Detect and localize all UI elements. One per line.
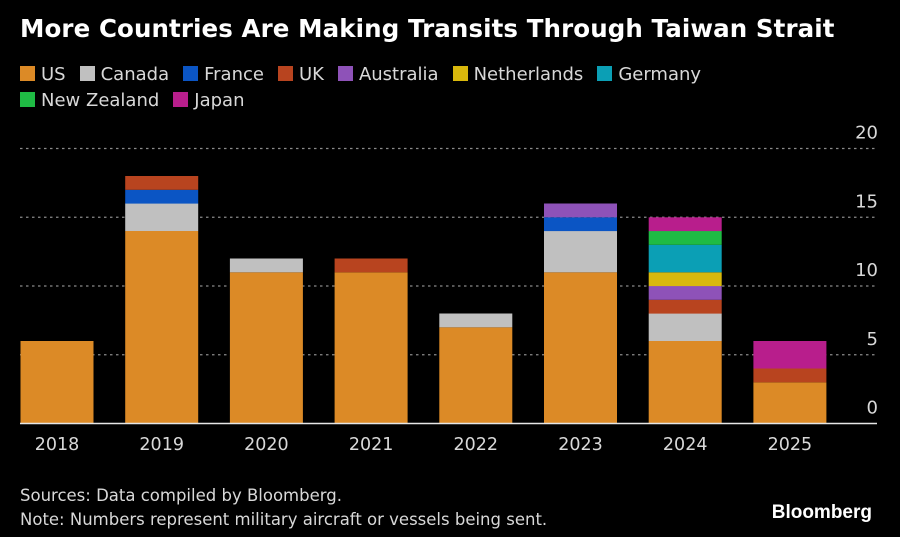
legend-item-netherlands: Netherlands <box>452 62 584 88</box>
legend-item-japan: Japan <box>173 88 245 114</box>
bar-segment-2025-japan <box>753 341 827 369</box>
chart-title: More Countries Are Making Transits Throu… <box>20 14 835 43</box>
bloomberg-logo: Bloomberg <box>771 502 872 523</box>
legend-label: France <box>204 64 264 85</box>
bar-segment-2024-canada <box>648 313 722 341</box>
legend-swatch <box>452 66 468 81</box>
bar-segment-2021-us <box>334 272 408 424</box>
bar-segment-2024-netherlands <box>648 272 722 287</box>
legend-swatch <box>79 66 95 81</box>
bar-segment-2021-uk <box>334 258 408 273</box>
x-tick-label: 2020 <box>244 435 289 455</box>
bar-segment-2023-australia <box>544 203 617 218</box>
bar-segment-2023-france <box>544 217 617 232</box>
legend-label: Germany <box>618 64 702 85</box>
legend-swatch <box>183 66 199 81</box>
legend-item-france: France <box>183 62 264 88</box>
bar-segment-2020-canada <box>229 258 303 273</box>
bar-segment-2023-us <box>544 272 617 424</box>
bar-segment-2019-uk <box>125 176 199 190</box>
legend-swatch <box>597 66 613 81</box>
legend-item-new-zealand: New Zealand <box>20 88 159 114</box>
bar-segment-2018-us <box>20 341 94 424</box>
y-tick-label: 15 <box>855 191 878 212</box>
bar-segment-2025-us <box>753 382 827 424</box>
legend-label: UK <box>298 64 324 85</box>
legend-swatch <box>337 66 353 81</box>
legend-item-canada: Canada <box>79 62 170 88</box>
x-tick-label: 2019 <box>139 435 184 455</box>
footer: Sources: Data compiled by Bloomberg. Not… <box>20 484 547 532</box>
x-tick-label: 2018 <box>35 435 80 455</box>
y-tick-label: 5 <box>867 329 878 350</box>
legend-item-australia: Australia <box>337 62 439 88</box>
bar-segment-2024-japan <box>648 217 722 232</box>
bar-segment-2019-us <box>125 231 199 424</box>
x-tick-label: 2024 <box>663 435 708 455</box>
legend-label: New Zealand <box>41 90 160 111</box>
bar-segment-2024-new-zealand <box>648 231 722 245</box>
bar-segment-2020-us <box>229 272 303 424</box>
legend-label: Japan <box>194 90 245 111</box>
y-tick-label: 20 <box>855 123 878 144</box>
bar-segment-2024-us <box>648 341 722 424</box>
legend-item-us: US <box>20 62 66 88</box>
x-tick-label: 2022 <box>454 435 499 455</box>
bar-segment-2024-australia <box>648 286 722 300</box>
sources-note: Sources: Data compiled by Bloomberg. <box>20 486 342 505</box>
bar-segment-2023-canada <box>544 231 617 273</box>
y-tick-label: 0 <box>867 398 878 419</box>
legend-label: US <box>41 64 66 85</box>
x-tick-label: 2025 <box>768 435 813 455</box>
legend-swatch <box>277 66 293 81</box>
legend-item-germany: Germany <box>597 62 701 88</box>
x-tick-label: 2023 <box>558 435 603 455</box>
y-tick-label: 10 <box>855 260 878 281</box>
legend-swatch <box>20 92 35 107</box>
bar-segment-2024-uk <box>648 299 722 314</box>
legend-label: Australia <box>358 64 439 85</box>
legend-swatch <box>20 66 35 81</box>
legend: US Canada France UK Australia Netherlands Germ… <box>20 62 880 114</box>
legend-swatch <box>173 92 189 107</box>
legend-label: Canada <box>100 64 170 85</box>
bar-segment-2025-uk <box>753 368 827 383</box>
bar-segment-2022-canada <box>439 313 513 328</box>
bar-segment-2019-canada <box>125 203 199 231</box>
legend-item-uk: UK <box>277 62 324 88</box>
bar-segment-2024-germany <box>648 244 722 273</box>
footnote: Note: Numbers represent military aircraf… <box>20 510 548 529</box>
bar-segment-2022-us <box>439 327 513 424</box>
bar-segment-2019-france <box>125 189 199 204</box>
x-tick-label: 2021 <box>349 435 394 455</box>
legend-label: Netherlands <box>473 64 584 85</box>
